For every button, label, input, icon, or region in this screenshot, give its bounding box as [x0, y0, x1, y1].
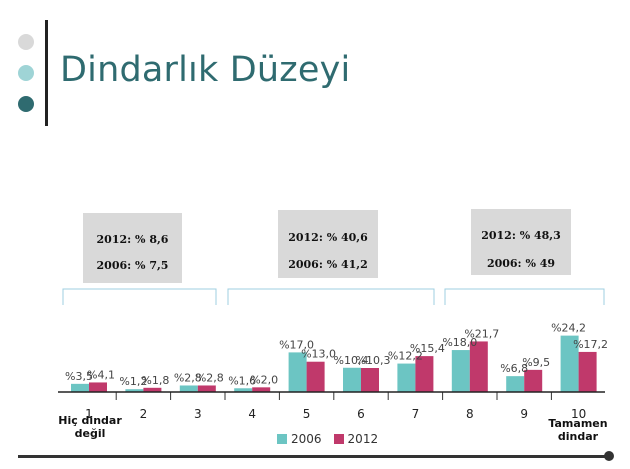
bar-2006-6 — [343, 367, 361, 392]
bar-2006-3 — [179, 385, 198, 392]
title-divider — [45, 20, 48, 126]
dot-dark-teal — [18, 96, 34, 112]
bar-2012-5 — [306, 361, 325, 392]
value-label-2012-7: %15,4 — [410, 342, 445, 355]
bottom-rule — [18, 455, 606, 458]
legend-swatch-2012 — [333, 434, 344, 444]
legend-item-2012: 2012 — [333, 432, 379, 446]
value-label-2012-4: %2,0 — [250, 373, 278, 386]
low-end-label: Hiç dindar değil — [50, 414, 130, 440]
value-label-2006-5: %17,0 — [279, 338, 314, 351]
high-end-label: Tamamen dindar — [538, 417, 618, 443]
x-tick-label-9: 9 — [520, 407, 528, 421]
legend-item-2006: 2006 — [277, 432, 322, 446]
value-label-2006-9: %6,8 — [500, 362, 528, 375]
bar-2012-9 — [524, 369, 543, 392]
value-label-2006-2: %1,2 — [119, 375, 147, 388]
bottom-rule-end — [604, 451, 614, 461]
bar-2012-3 — [197, 385, 216, 392]
value-label-2012-9: %9,5 — [522, 356, 550, 369]
x-tick-label-7: 7 — [412, 407, 420, 421]
group-brackets — [62, 288, 605, 305]
bar-2012-4 — [252, 387, 271, 392]
summary-box-high: 2012: % 48,3 2006: % 49 — [471, 209, 571, 275]
value-label-2006-6: %10,4 — [334, 354, 369, 367]
high-end-line2: dindar — [557, 430, 599, 443]
bar-2006-8 — [451, 350, 470, 392]
summary-2012: 2012: % 48,3 — [481, 229, 561, 242]
x-tick-label-8: 8 — [466, 407, 474, 421]
value-labels: %3,5%4,1 %1,2%1,8 %2,8%2,8 %1,6%2,0 %17,0%13… — [65, 322, 608, 389]
bar-2006-5 — [288, 352, 307, 392]
bar-2012-7 — [415, 356, 434, 392]
x-tick-label-3: 3 — [194, 407, 202, 421]
value-label-2006-10: %24,2 — [551, 322, 586, 335]
group-bracket-2 — [227, 288, 435, 305]
summary-2006: 2006: % 49 — [486, 257, 556, 270]
x-tick-label-2: 2 — [140, 407, 148, 421]
value-label-2006-7: %12,2 — [388, 350, 423, 363]
bars-group — [71, 335, 597, 392]
low-end-line1: Hiç dindar — [58, 414, 122, 427]
bar-2006-7 — [397, 363, 416, 392]
value-label-2006-1: %3,5 — [65, 370, 93, 383]
bar-2006-9 — [506, 376, 525, 392]
summary-2006: 2006: % 41,2 — [288, 258, 368, 271]
value-label-2012-2: %1,8 — [141, 374, 169, 387]
dot-light-teal — [18, 65, 34, 81]
bar-2006-1 — [71, 383, 89, 392]
legend-swatch-2006 — [277, 434, 287, 444]
legend-label-2006: 2006 — [291, 432, 322, 446]
value-label-2012-5: %13,0 — [301, 348, 336, 361]
x-tick-label-10: 10 — [571, 407, 586, 421]
bar-2006-2 — [125, 389, 144, 392]
high-end-line1: Tamamen — [548, 417, 608, 430]
bar-2012-2 — [143, 387, 162, 392]
value-label-2006-3: %2,8 — [174, 371, 202, 384]
dot-light-gray — [18, 34, 34, 50]
x-axis: 1 2 3 4 5 6 7 8 9 10 — [58, 391, 605, 421]
group-bracket-3 — [444, 288, 605, 305]
bar-2012-6 — [361, 368, 379, 392]
summary-2012: 2012: % 40,6 — [288, 231, 368, 244]
value-label-2012-3: %2,8 — [196, 371, 224, 384]
value-label-2012-8: %21,7 — [464, 327, 499, 340]
value-label-2006-4: %1,6 — [228, 374, 256, 387]
x-tick-label-1: 1 — [85, 407, 93, 421]
summary-box-low: 2012: % 8,6 2006: % 7,5 — [83, 213, 182, 283]
x-tick-label-5: 5 — [303, 407, 311, 421]
value-label-2006-8: %18,0 — [442, 336, 477, 349]
summary-2012: 2012: % 8,6 — [96, 233, 169, 246]
value-label-2012-1: %4,1 — [87, 368, 115, 381]
bar-2012-1 — [89, 382, 107, 392]
bar-2006-4 — [234, 388, 253, 392]
summary-2006: 2006: % 7,5 — [96, 259, 169, 272]
group-bracket-1 — [62, 288, 217, 305]
bar-2012-10 — [578, 351, 597, 392]
value-label-2012-10: %17,2 — [573, 338, 608, 351]
page-title: Dindarlık Düzeyi — [60, 50, 351, 90]
x-tick-label-4: 4 — [248, 407, 256, 421]
low-end-line2: değil — [74, 427, 106, 440]
chart-legend: 2006 2012 — [277, 432, 390, 446]
legend-label-2012: 2012 — [347, 432, 379, 446]
x-tick-label-6: 6 — [357, 407, 365, 421]
summary-box-mid: 2012: % 40,6 2006: % 41,2 — [278, 210, 378, 278]
bar-2006-10 — [560, 335, 579, 392]
value-label-2012-6: %10,3 — [356, 354, 391, 367]
bar-2012-8 — [469, 341, 488, 392]
decorative-dots — [18, 34, 36, 127]
